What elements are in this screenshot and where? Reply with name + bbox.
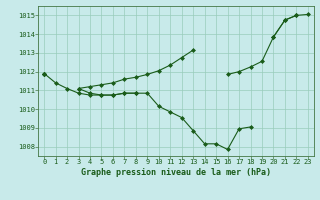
X-axis label: Graphe pression niveau de la mer (hPa): Graphe pression niveau de la mer (hPa) <box>81 168 271 177</box>
